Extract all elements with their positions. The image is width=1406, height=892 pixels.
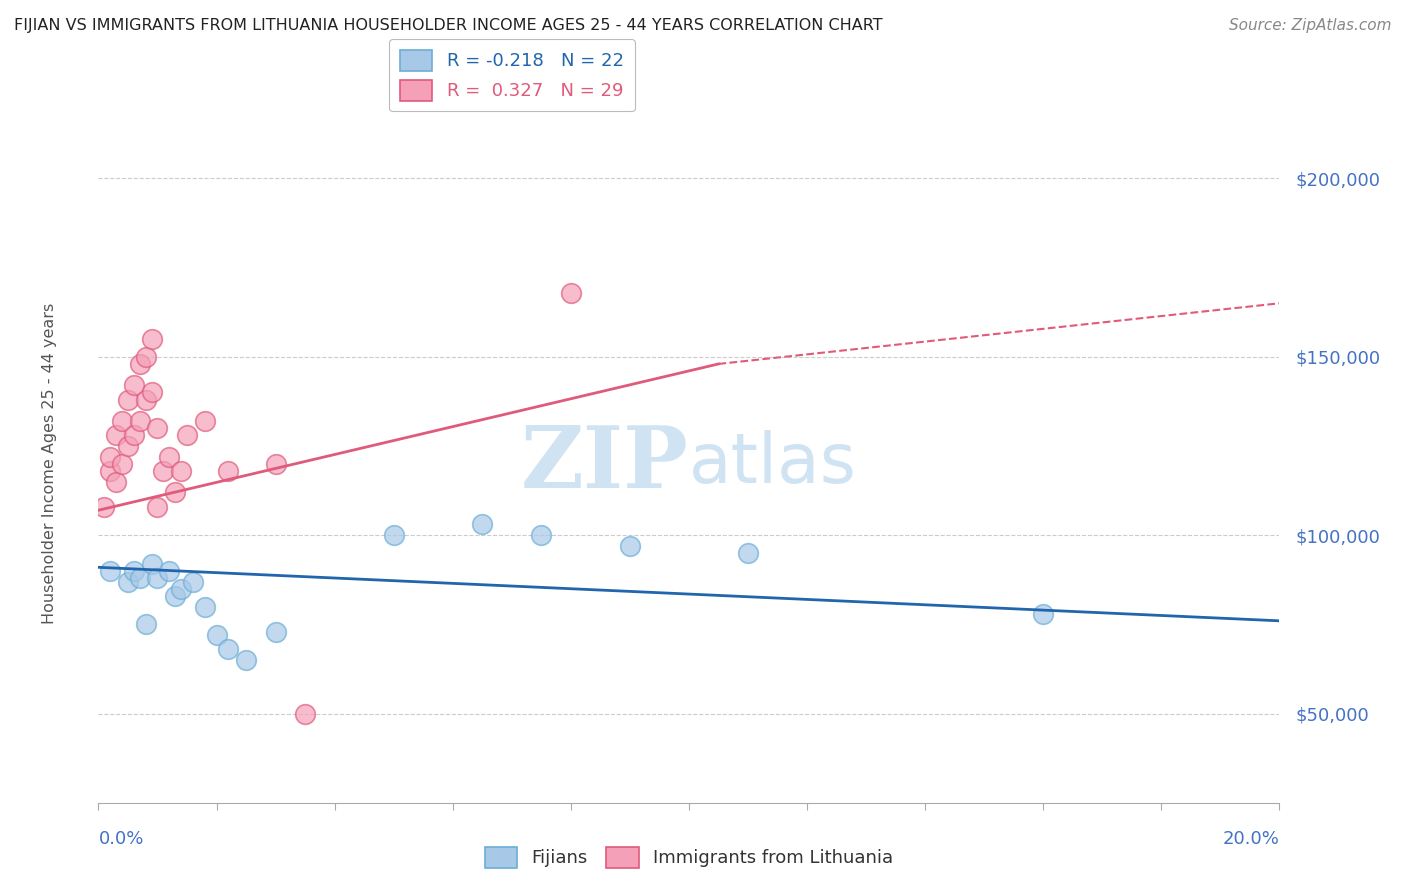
Point bbox=[98, 464, 121, 478]
Text: ZIP: ZIP bbox=[522, 422, 689, 506]
Point bbox=[117, 439, 139, 453]
Point bbox=[217, 464, 239, 478]
Point bbox=[128, 414, 150, 428]
Point bbox=[117, 574, 139, 589]
Text: 20.0%: 20.0% bbox=[1223, 830, 1279, 848]
Point bbox=[194, 414, 217, 428]
Point bbox=[135, 392, 157, 407]
Point bbox=[264, 624, 287, 639]
Point bbox=[105, 475, 128, 489]
Text: Source: ZipAtlas.com: Source: ZipAtlas.com bbox=[1229, 18, 1392, 33]
Point bbox=[122, 428, 145, 442]
Text: atlas: atlas bbox=[689, 430, 856, 498]
Point bbox=[128, 571, 150, 585]
Point bbox=[135, 617, 157, 632]
Point bbox=[170, 582, 193, 596]
Point bbox=[471, 517, 494, 532]
Point bbox=[98, 450, 121, 464]
Point bbox=[737, 546, 759, 560]
Point bbox=[135, 350, 157, 364]
Legend: Fijians, Immigrants from Lithuania: Fijians, Immigrants from Lithuania bbox=[478, 840, 900, 875]
Point bbox=[111, 414, 134, 428]
Point bbox=[141, 385, 163, 400]
Point bbox=[141, 332, 163, 346]
Point bbox=[217, 642, 239, 657]
Text: FIJIAN VS IMMIGRANTS FROM LITHUANIA HOUSEHOLDER INCOME AGES 25 - 44 YEARS CORREL: FIJIAN VS IMMIGRANTS FROM LITHUANIA HOUS… bbox=[14, 18, 883, 33]
Point bbox=[181, 574, 204, 589]
Point bbox=[146, 571, 169, 585]
Point bbox=[170, 464, 193, 478]
Y-axis label: Householder Income Ages 25 - 44 years: Householder Income Ages 25 - 44 years bbox=[42, 303, 58, 624]
Point bbox=[294, 706, 316, 721]
Point bbox=[122, 564, 145, 578]
Point bbox=[157, 564, 180, 578]
Point bbox=[146, 500, 169, 514]
Point bbox=[111, 457, 134, 471]
Point bbox=[235, 653, 257, 667]
Point bbox=[157, 450, 180, 464]
Point bbox=[105, 428, 128, 442]
Point bbox=[165, 485, 187, 500]
Point bbox=[560, 285, 582, 300]
Point bbox=[382, 528, 405, 542]
Point bbox=[1032, 607, 1054, 621]
Point bbox=[205, 628, 228, 642]
Point bbox=[141, 557, 163, 571]
Point bbox=[98, 564, 121, 578]
Point bbox=[152, 464, 174, 478]
Point bbox=[619, 539, 641, 553]
Point bbox=[530, 528, 553, 542]
Point bbox=[176, 428, 198, 442]
Point bbox=[264, 457, 287, 471]
Point bbox=[146, 421, 169, 435]
Point bbox=[117, 392, 139, 407]
Point bbox=[93, 500, 115, 514]
Text: 0.0%: 0.0% bbox=[98, 830, 143, 848]
Point bbox=[165, 589, 187, 603]
Point bbox=[122, 378, 145, 392]
Point bbox=[194, 599, 217, 614]
Point bbox=[128, 357, 150, 371]
